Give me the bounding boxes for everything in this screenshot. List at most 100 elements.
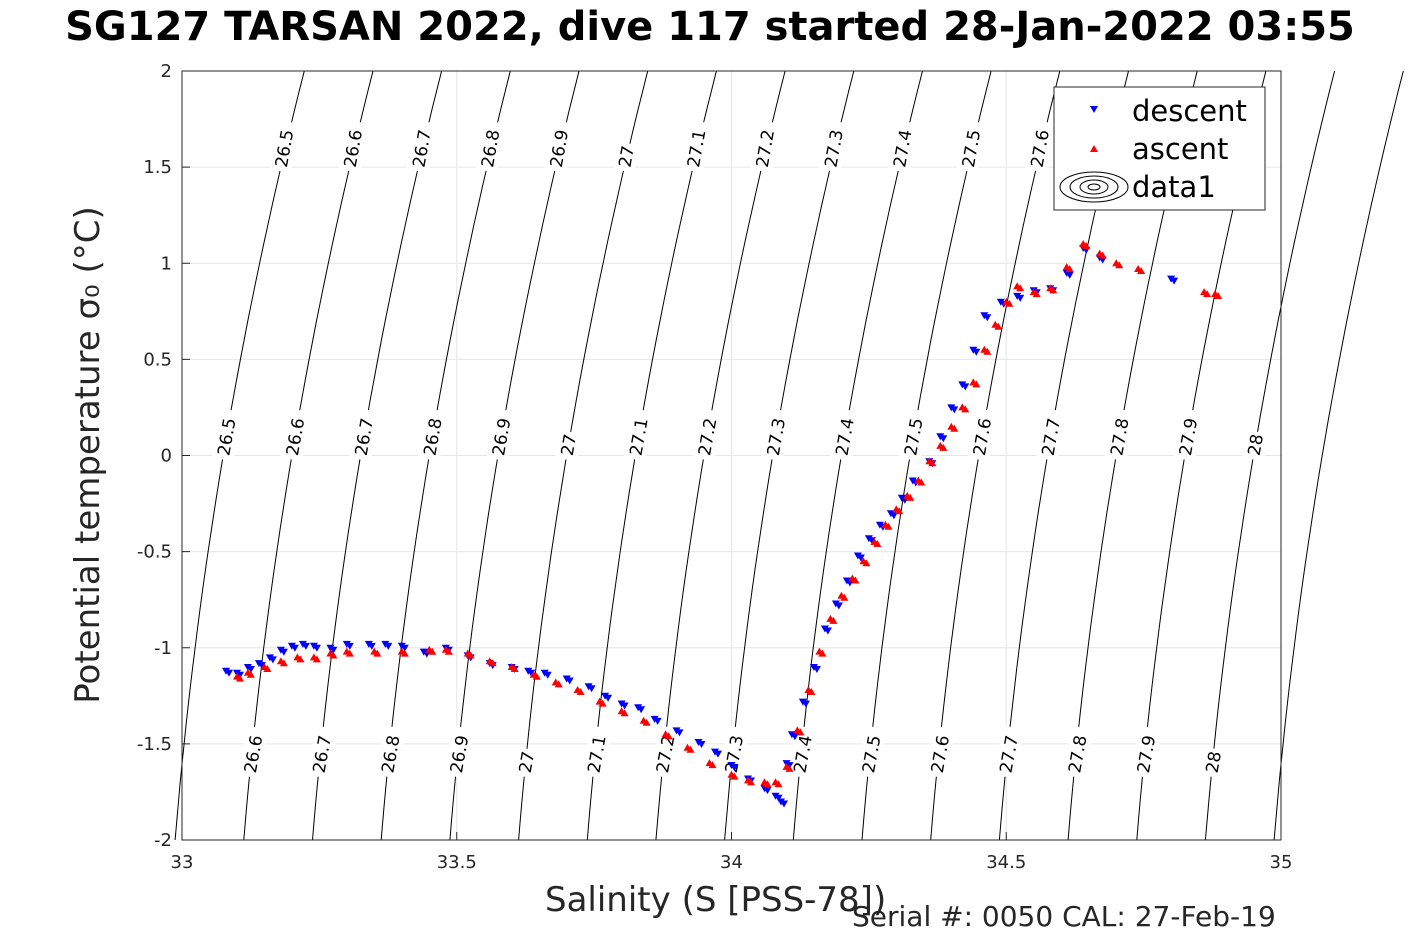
data-point-descent — [257, 662, 266, 670]
data-point-descent — [329, 646, 338, 654]
isopycnal-label-bg — [681, 119, 712, 173]
y-tick-label: -1 — [154, 638, 172, 659]
data-point-ascent — [747, 778, 755, 786]
y-tick-label: 2 — [161, 61, 172, 82]
x-tick-label: 35 — [1270, 852, 1293, 873]
data-point-descent — [812, 666, 821, 673]
data-point-ascent — [236, 674, 244, 682]
legend-box — [1053, 86, 1266, 211]
isopycnal-label-bg — [238, 725, 269, 779]
data-point-ascent — [1203, 290, 1212, 298]
data-point-descent — [983, 314, 992, 322]
isopycnal-label: 27 — [516, 750, 539, 775]
isopycnal-label-group: 27.8 — [1062, 725, 1093, 779]
data-point-ascent — [851, 576, 860, 584]
data-point-descent — [675, 729, 684, 737]
data-point-descent — [950, 406, 959, 414]
y-tick-label: 0.5 — [143, 349, 172, 370]
isopycnal-label-bg — [623, 408, 655, 462]
isopycnal-label-bg — [306, 725, 338, 779]
isopycnal-label-bg — [898, 408, 929, 462]
x-tick-label: 34 — [720, 852, 743, 873]
data-point-ascent — [510, 665, 519, 672]
isopycnal-label: 27 — [558, 433, 581, 458]
legend-marker-contour — [1059, 171, 1129, 203]
data-point-descent — [587, 685, 596, 693]
data-point-ascent — [296, 655, 305, 663]
isopycnal-label-group: 27.1 — [681, 119, 712, 173]
chart-title: SG127 TARSAN 2022, dive 117 started 28-J… — [65, 4, 1355, 50]
data-point-ascent — [950, 424, 959, 432]
isopycnal-label-bg — [1173, 408, 1204, 462]
isopycnal-label: 28 — [1245, 433, 1268, 458]
data-point-ascent — [983, 347, 992, 355]
y-tick-label: 0 — [161, 446, 172, 467]
isopycnal-label-group: 26.6 — [280, 408, 311, 462]
y-axis-label: Potential temperature σ₀ (°C) — [68, 206, 108, 704]
data-points — [222, 240, 1223, 808]
data-point-descent — [268, 656, 277, 664]
data-point-ascent — [312, 655, 321, 663]
isopycnal-label-bg — [406, 119, 438, 173]
isopycnal-label-group: 26.8 — [375, 725, 407, 779]
data-point-ascent — [994, 322, 1003, 330]
data-point-ascent — [1032, 290, 1041, 298]
x-tick-label: 33 — [171, 852, 194, 873]
data-point-ascent — [400, 649, 409, 657]
data-point-descent — [961, 383, 970, 391]
data-point-ascent — [642, 718, 651, 726]
data-point-ascent — [796, 728, 805, 736]
x-tick-label: 33.5 — [437, 852, 477, 873]
isopycnal-label-bg — [581, 725, 613, 779]
isopycnal-label-group: 27.8 — [1104, 408, 1136, 462]
legend-marker-contour — [1069, 175, 1119, 199]
data-point-ascent — [906, 493, 915, 501]
data-point-ascent — [807, 688, 816, 695]
isopycnal-label-group: 28 — [1199, 747, 1227, 779]
data-point-ascent — [329, 651, 338, 659]
axis-ticks: 33 33.5 34 34.5 35 -2 -1.5 -1 -0.5 0 0.5 1 1.5 2 — [137, 61, 1293, 873]
isopycnal-label-bg — [544, 119, 575, 173]
isopycnal-label-bg — [1024, 119, 1056, 173]
data-point-ascent — [1082, 242, 1091, 249]
data-point-ascent — [620, 709, 629, 717]
isopycnal-label-bg — [761, 408, 792, 462]
data-point-ascent — [576, 688, 585, 695]
data-point-ascent — [1016, 284, 1025, 292]
data-point-ascent — [840, 593, 849, 601]
data-point-ascent — [763, 780, 772, 788]
isopycnal-label-bg — [1131, 725, 1162, 779]
data-point-ascent — [862, 559, 871, 567]
isopycnal-label-bg — [338, 119, 369, 173]
isopycnal-label-bg — [925, 725, 956, 779]
legend-marker-ascent — [1090, 145, 1098, 152]
data-point-ascent — [1065, 265, 1074, 273]
legend-label-descent: descent — [1132, 94, 1247, 128]
isopycnal-label-group: 27 — [612, 141, 640, 173]
isopycnal-label-bg — [692, 408, 723, 462]
data-point-ascent — [774, 780, 783, 788]
data-point-descent — [697, 741, 706, 748]
isopycnal-label-bg — [1062, 725, 1093, 779]
data-point-descent — [1170, 277, 1179, 285]
isopycnal-label-group: 28 — [1241, 429, 1269, 462]
isopycnal-label-bg — [486, 408, 517, 462]
data-point-ascent — [1115, 261, 1124, 269]
data-point-descent — [780, 800, 788, 808]
data-point-ascent — [730, 772, 739, 780]
data-point-ascent — [873, 540, 882, 547]
isopycnal-label-group: 27.4 — [787, 725, 819, 779]
isopycnal-label-bg — [1241, 429, 1269, 462]
legend-marker-contour — [1087, 183, 1101, 191]
data-point-ascent — [263, 665, 272, 672]
isopycnal-label-bg — [650, 725, 681, 779]
isopycnal-label: 28 — [1203, 750, 1226, 775]
isopycnal-label-group: 27.3 — [761, 408, 792, 462]
isopycnal-label-bg — [513, 747, 540, 779]
x-tick-label: 34.5 — [986, 852, 1026, 873]
isopycnal-label-group: 27.6 — [925, 725, 956, 779]
y-tick-label: -0.5 — [137, 542, 172, 563]
data-point-ascent — [686, 745, 695, 753]
y-tick-label: -2 — [154, 830, 172, 851]
